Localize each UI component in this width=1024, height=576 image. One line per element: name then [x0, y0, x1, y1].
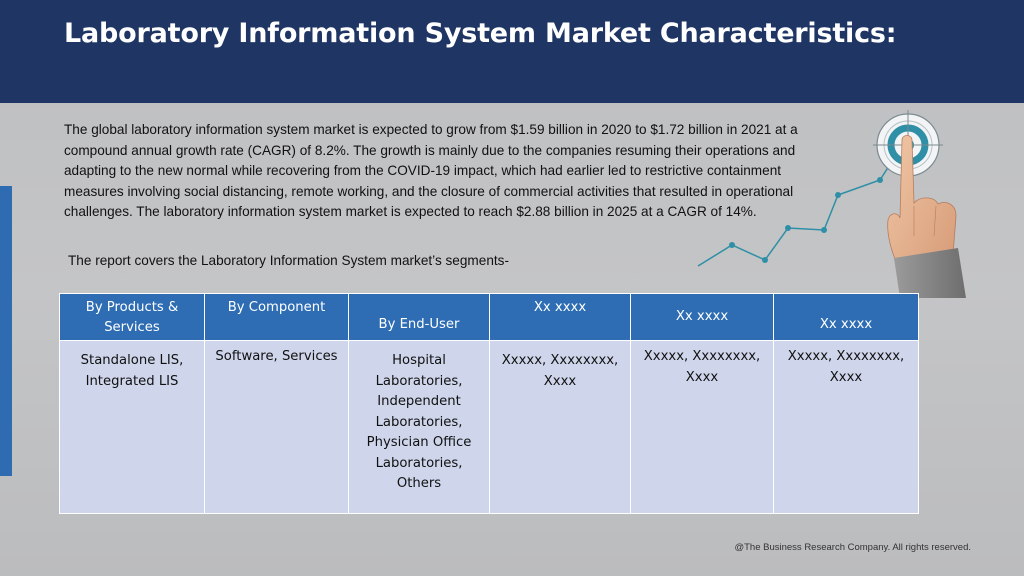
table-row: Standalone LIS, Integrated LIS Software,…	[59, 340, 919, 514]
table-cell: Software, Services	[204, 340, 349, 514]
table-cell: Hospital Laboratories, Independent Labor…	[348, 340, 490, 514]
column-header: Xx xxxx	[773, 293, 919, 341]
column-header: By End-User	[348, 293, 490, 341]
title-bar: Laboratory Information System Market Cha…	[0, 0, 1024, 103]
left-accent-bar	[0, 186, 12, 476]
column-header: Xx xxxx	[489, 293, 631, 341]
table-header-row: By Products & Services By Component By E…	[59, 293, 919, 341]
page-title: Laboratory Information System Market Cha…	[64, 18, 897, 49]
column-header: Xx xxxx	[630, 293, 774, 341]
segments-intro: The report covers the Laboratory Informa…	[68, 253, 509, 268]
segments-table: By Products & Services By Component By E…	[59, 293, 919, 514]
table-cell: Xxxxx, Xxxxxxxx, Xxxx	[630, 340, 774, 514]
table-cell: Xxxxx, Xxxxxxxx, Xxxx	[773, 340, 919, 514]
target-touch-growth-icon	[697, 110, 966, 298]
column-header: By Component	[204, 293, 349, 341]
intro-paragraph: The global laboratory information system…	[64, 122, 798, 219]
table-cell: Xxxxx, Xxxxxxxx, Xxxx	[489, 340, 631, 514]
column-header: By Products & Services	[59, 293, 205, 341]
copyright-notice: @The Business Research Company. All righ…	[734, 542, 971, 553]
table-cell: Standalone LIS, Integrated LIS	[59, 340, 205, 514]
